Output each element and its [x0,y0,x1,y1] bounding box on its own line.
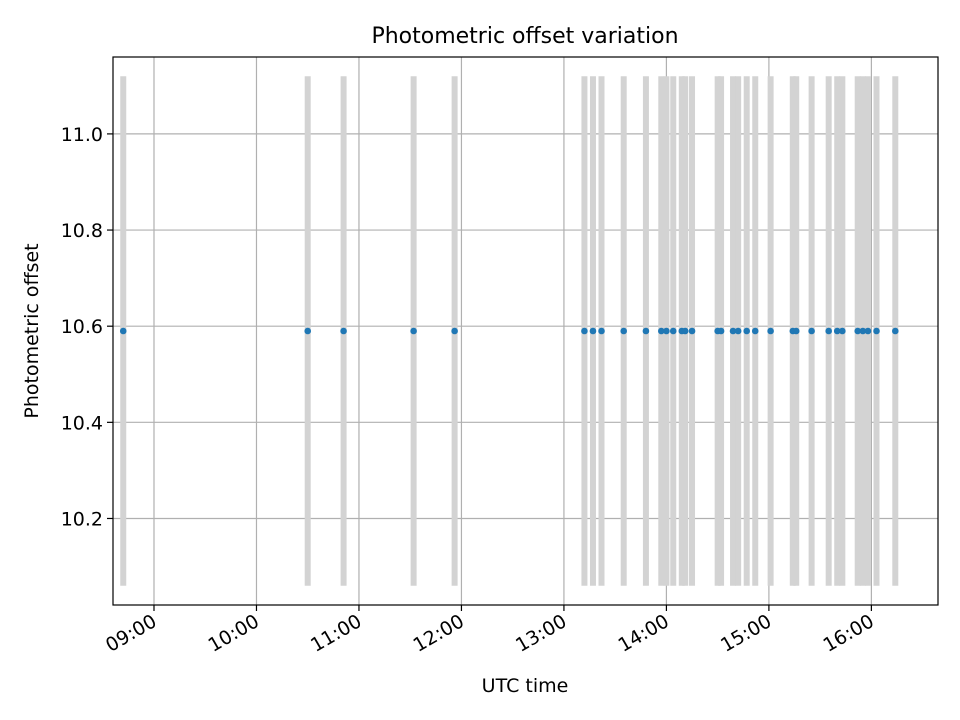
data-point [669,327,677,335]
data-point [751,327,759,335]
data-point [340,327,347,335]
data-point [734,327,742,335]
y-tick-label: 10.2 [61,508,103,530]
chart-title: Photometric offset variation [371,24,678,49]
data-point [864,327,872,335]
data-point [451,327,458,335]
data-point [119,327,127,335]
data-point [854,327,862,335]
data-point [589,327,597,335]
data-point [729,327,737,335]
data-point [859,327,867,335]
y-tick-label: 11.0 [61,124,103,146]
data-point [839,327,846,335]
data-point [873,327,880,335]
data-points [119,327,899,335]
data-point [767,327,774,335]
y-axis-ticks: 10.2 10.4 10.6 10.8 11.0 [61,124,113,530]
data-point [620,327,628,335]
data-point [681,327,689,335]
data-point [833,327,841,335]
data-point [657,327,665,335]
y-tick-label: 10.6 [61,316,103,338]
data-point [688,327,696,335]
y-tick-label: 10.4 [61,412,103,434]
data-point [581,327,588,335]
data-point [410,327,417,335]
x-axis-label: UTC time [482,675,569,697]
data-point [743,327,750,335]
plot-frame [112,56,939,606]
data-point [717,327,725,335]
data-point [792,327,800,335]
data-point [825,327,832,335]
y-tick-label: 10.8 [61,220,103,242]
data-point [642,327,650,335]
data-point [304,327,312,335]
data-point [808,327,815,335]
data-point [663,327,670,335]
y-axis-label: Photometric offset [21,243,43,418]
data-point [598,327,605,335]
data-point [891,327,899,335]
